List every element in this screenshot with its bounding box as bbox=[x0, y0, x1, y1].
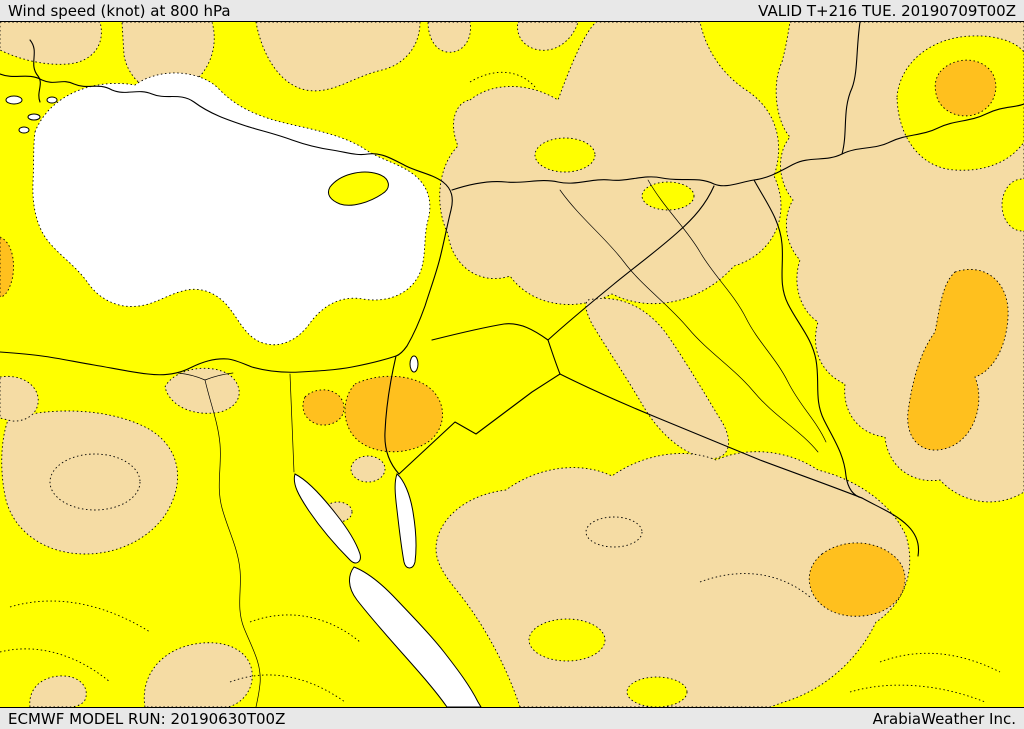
contour-line bbox=[585, 516, 643, 548]
tan-region-north-mass bbox=[439, 21, 782, 305]
contour-line bbox=[849, 684, 986, 703]
gulf-of-suez bbox=[293, 473, 361, 564]
contour-line bbox=[469, 71, 536, 88]
border-iraq-saudi bbox=[559, 373, 863, 499]
border-egypt-israel bbox=[384, 355, 400, 475]
island bbox=[27, 113, 41, 121]
orange-region-jordan bbox=[344, 375, 443, 453]
tan-region-egypt bbox=[1, 410, 179, 555]
tigris-river bbox=[647, 179, 827, 443]
yellow-hole bbox=[626, 676, 688, 708]
orange-region-left-edge bbox=[0, 236, 14, 298]
tan-region-nile-delta bbox=[164, 367, 240, 414]
coastline-aegean bbox=[29, 39, 41, 103]
dead-sea bbox=[409, 355, 419, 373]
yellow-hole bbox=[641, 181, 695, 211]
border-jordan-syria bbox=[431, 323, 549, 341]
yellow-hole bbox=[534, 137, 596, 173]
orange-regions bbox=[0, 59, 1009, 617]
orange-region bbox=[302, 389, 345, 426]
euphrates-river bbox=[559, 189, 819, 453]
contour-line bbox=[49, 453, 141, 511]
tan-region bbox=[143, 642, 253, 708]
border-saudi-kuwait bbox=[861, 497, 920, 557]
tan-region bbox=[0, 375, 39, 422]
border-caucasus bbox=[841, 21, 861, 155]
suez-canal bbox=[289, 373, 295, 473]
tan-region bbox=[255, 21, 421, 92]
border-jordan-saudi bbox=[398, 373, 561, 475]
yellow-hole bbox=[1001, 178, 1024, 232]
model-run-label: ECMWF MODEL RUN: 20190630T00Z bbox=[8, 709, 286, 728]
border-iraq-iran bbox=[753, 179, 863, 499]
contour-line bbox=[0, 648, 111, 683]
contour-line bbox=[699, 573, 811, 598]
orange-region bbox=[934, 59, 997, 117]
valid-time-label: VALID T+216 TUE. 20190709T00Z bbox=[758, 1, 1016, 20]
island bbox=[5, 95, 23, 105]
rivers bbox=[177, 179, 827, 708]
tan-region bbox=[0, 21, 102, 65]
nile-river bbox=[204, 379, 261, 708]
map-footer-bar: ECMWF MODEL RUN: 20190630T00Z ArabiaWeat… bbox=[0, 707, 1024, 729]
tan-region bbox=[350, 455, 386, 483]
weather-map-canvas bbox=[0, 21, 1024, 708]
orange-region-southeast bbox=[808, 542, 906, 617]
map-header-bar: Wind speed (knot) at 800 hPa VALID T+216… bbox=[0, 0, 1024, 22]
coast-and-borders bbox=[0, 21, 1024, 557]
tan-region-tongue bbox=[585, 298, 729, 459]
contour-lines bbox=[0, 71, 1001, 703]
nile-delta-branch bbox=[177, 372, 206, 381]
border-syria-iraq bbox=[547, 185, 715, 341]
tan-region bbox=[29, 675, 87, 708]
island bbox=[18, 126, 30, 134]
yellow-hole bbox=[528, 618, 606, 662]
island bbox=[46, 96, 58, 104]
coastline-mediterranean bbox=[0, 73, 453, 376]
map-title: Wind speed (knot) at 800 hPa bbox=[8, 1, 231, 20]
contour-line bbox=[229, 674, 346, 703]
contour-line bbox=[9, 600, 151, 633]
nile-delta-branch bbox=[204, 372, 234, 381]
orange-region-east bbox=[907, 269, 1009, 451]
cyprus-group bbox=[327, 171, 389, 206]
attribution-label: ArabiaWeather Inc. bbox=[872, 709, 1016, 728]
white-regions bbox=[32, 72, 431, 346]
gulf-of-aqaba bbox=[394, 473, 417, 569]
border-jordan-iraq bbox=[547, 339, 561, 375]
tan-region bbox=[517, 21, 579, 51]
map-area bbox=[0, 21, 1024, 708]
mediterranean-calm-area bbox=[32, 72, 431, 346]
tan-region bbox=[427, 21, 471, 53]
cyprus-island bbox=[327, 171, 389, 206]
